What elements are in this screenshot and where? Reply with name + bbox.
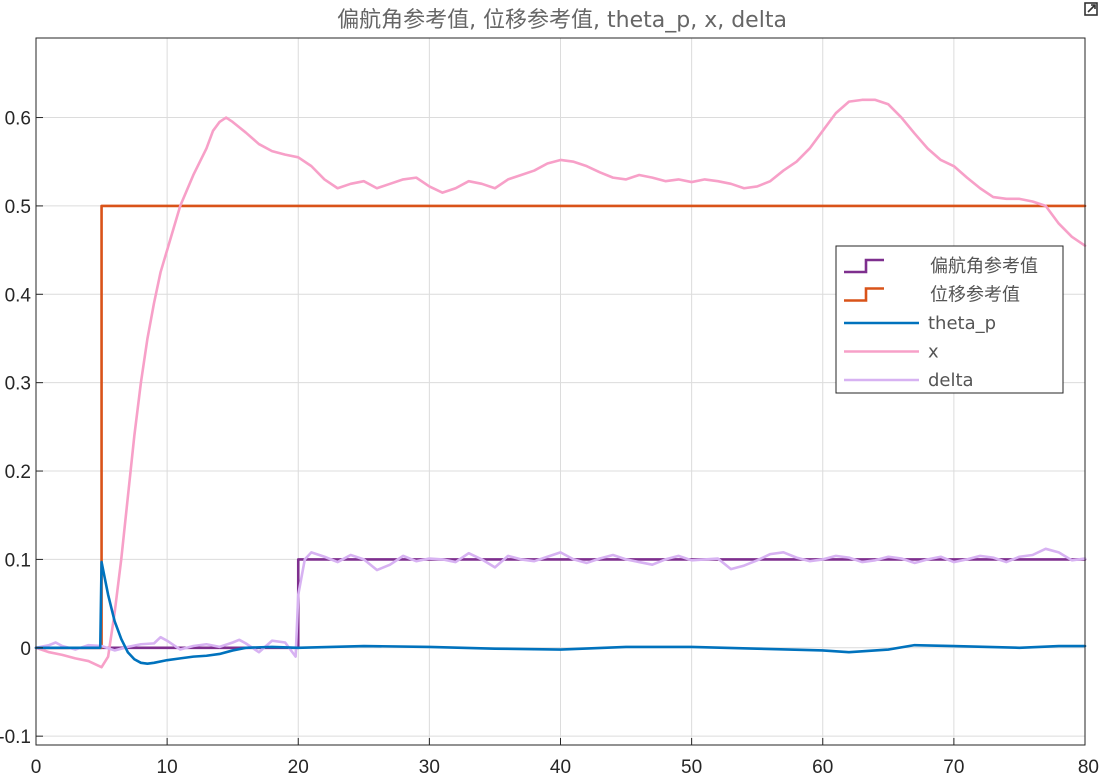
axes [35, 37, 1086, 746]
x-tick-label-1: 10 [157, 757, 178, 778]
y-tick-label-5: 0.4 [5, 285, 32, 306]
series-line-delta [34, 547, 1087, 658]
y-tick-label-0: -0.1 [0, 727, 31, 748]
y-tick-label-1: 0 [20, 639, 31, 660]
y-tick-label-3: 0.2 [5, 462, 31, 483]
x-tick-label-2: 20 [288, 757, 309, 778]
legend-swatch-0 [844, 258, 884, 274]
y-tick-label-6: 0.5 [5, 197, 31, 218]
x-tick-label-7: 70 [943, 757, 964, 778]
series-line-theta_p [34, 560, 1087, 665]
legend-box [835, 245, 1064, 394]
export-icon[interactable] [1084, 2, 1098, 16]
legend-label-3: x [928, 342, 939, 363]
x-tick-label-6: 60 [812, 757, 833, 778]
legend-label-2: theta_p [928, 313, 996, 334]
x-tick-label-5: 50 [681, 757, 702, 778]
legend-label-0: 偏航角参考值 [930, 256, 1038, 277]
y-tick-label-7: 0.6 [5, 109, 31, 130]
legend-swatch-1 [844, 287, 884, 302]
chart-title: 偏航角参考值, 位移参考值, theta_p, x, delta [337, 8, 787, 33]
x-tick-label-0: 0 [31, 757, 42, 778]
legend-label-4: delta [928, 370, 974, 391]
y-tick-label-2: 0.1 [5, 550, 31, 571]
y-tick-label-4: 0.3 [5, 374, 31, 395]
series-group [34, 98, 1087, 669]
x-tick-label-3: 30 [419, 757, 440, 778]
series-line-x [34, 98, 1087, 669]
x-tick-label-8: 80 [1078, 757, 1099, 778]
tick-labels: 0 10 20 30 40 50 60 70 80-0.100.10.20.30.40.50.6 [0, 109, 1099, 778]
legend-label-1: 位移参考值 [930, 285, 1020, 306]
x-tick-label-4: 40 [550, 757, 571, 778]
